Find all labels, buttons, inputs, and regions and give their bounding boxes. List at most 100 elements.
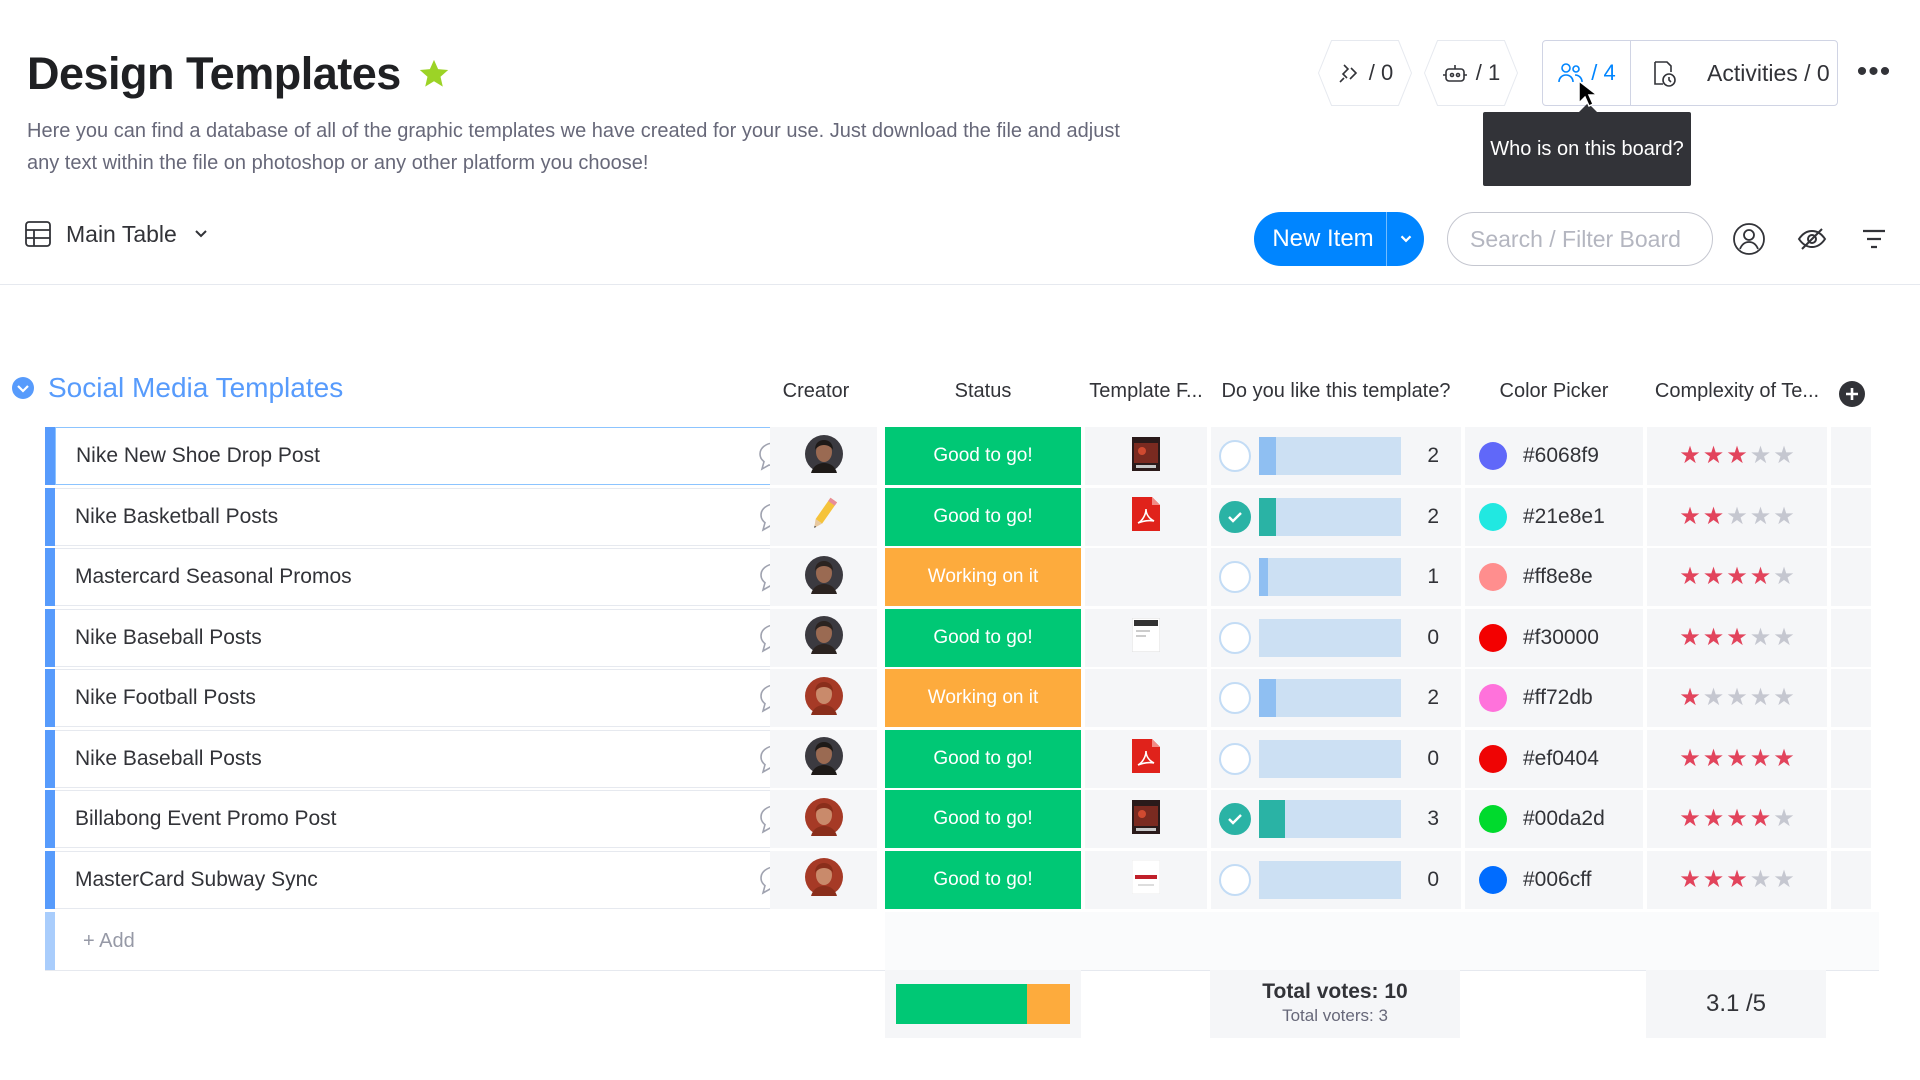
- favorite-star-icon[interactable]: [417, 57, 451, 91]
- pdf-icon[interactable]: [1132, 497, 1160, 536]
- group-collapse-icon[interactable]: [12, 377, 34, 399]
- add-item-label[interactable]: + Add: [83, 929, 135, 952]
- rating-star-icon[interactable]: ★: [1773, 684, 1795, 711]
- vote-cell[interactable]: 2: [1211, 487, 1461, 546]
- pdf-icon[interactable]: [1132, 739, 1160, 778]
- rating-star-icon[interactable]: ★: [1726, 623, 1748, 651]
- status-cell[interactable]: Good to go!: [885, 850, 1081, 909]
- rating-star-icon[interactable]: ★: [1726, 563, 1748, 590]
- vote-check-icon[interactable]: [1219, 440, 1251, 472]
- rating-cell[interactable]: ★ ★ ★ ★ ★: [1647, 487, 1827, 546]
- rating-star-icon[interactable]: ★: [1679, 502, 1701, 530]
- rating-cell[interactable]: ★ ★ ★ ★ ★: [1647, 729, 1827, 788]
- status-summary-working[interactable]: [1026, 984, 1070, 1024]
- rating-star-icon[interactable]: ★: [1702, 442, 1725, 469]
- item-name[interactable]: MasterCard Subway Sync: [75, 867, 318, 891]
- rating-star-icon[interactable]: ★: [1773, 442, 1795, 469]
- new-item-button[interactable]: New Item: [1254, 212, 1424, 266]
- rating-star-icon[interactable]: ★: [1749, 442, 1772, 469]
- item-name-cell[interactable]: Nike Football Posts: [55, 669, 812, 727]
- item-name[interactable]: Nike New Shoe Drop Post: [76, 444, 320, 467]
- vote-check-icon[interactable]: [1219, 561, 1251, 593]
- status-cell[interactable]: Working on it: [885, 669, 1081, 727]
- file-cell[interactable]: [1085, 608, 1207, 667]
- add-item-row[interactable]: + Add: [45, 912, 1879, 970]
- search-input[interactable]: [1447, 212, 1713, 266]
- rating-star-icon[interactable]: ★: [1702, 502, 1725, 530]
- item-name[interactable]: Nike Baseball Posts: [75, 746, 262, 770]
- more-options-icon[interactable]: •••: [1856, 55, 1892, 88]
- creator-cell[interactable]: [770, 850, 877, 909]
- hide-columns-icon[interactable]: [1793, 220, 1831, 258]
- vote-cell[interactable]: 0: [1211, 729, 1461, 788]
- rating-star-icon[interactable]: ★: [1749, 502, 1772, 530]
- status-cell[interactable]: Good to go!: [885, 790, 1081, 848]
- doc-red-thumb[interactable]: [1131, 859, 1161, 899]
- color-swatch[interactable]: [1479, 502, 1507, 531]
- item-name[interactable]: Billabong Event Promo Post: [75, 807, 337, 830]
- column-header-template-file[interactable]: Template F...: [1089, 380, 1203, 402]
- rating-star-icon[interactable]: ★: [1749, 805, 1772, 832]
- rating-star-icon[interactable]: ★: [1726, 865, 1748, 893]
- new-item-label[interactable]: New Item: [1272, 225, 1374, 252]
- chevron-down-icon[interactable]: [191, 224, 211, 244]
- rating-star-icon[interactable]: ★: [1702, 805, 1725, 832]
- color-swatch[interactable]: [1479, 684, 1507, 712]
- status-distribution-bar[interactable]: [896, 984, 1070, 1024]
- status-cell[interactable]: Good to go!: [885, 729, 1081, 788]
- table-row[interactable]: MasterCard Subway Sync Good to go! 0 #006cf…: [45, 850, 1879, 911]
- rating-star-icon[interactable]: ★: [1679, 442, 1701, 469]
- color-picker-cell[interactable]: #ff72db: [1465, 669, 1643, 727]
- item-name[interactable]: Nike Basketball Posts: [75, 504, 279, 528]
- status-cell[interactable]: Working on it: [885, 548, 1081, 606]
- rating-star-icon[interactable]: ★: [1749, 684, 1772, 711]
- board-title[interactable]: Design Templates: [27, 48, 401, 99]
- vote-check-icon[interactable]: [1219, 742, 1251, 775]
- board-description[interactable]: Here you can find a database of all of t…: [27, 120, 1120, 174]
- table-row[interactable]: Nike New Shoe Drop Post Good to go! 2 #6068…: [45, 427, 1879, 488]
- creator-cell[interactable]: [770, 487, 877, 546]
- rating-cell[interactable]: ★ ★ ★ ★ ★: [1647, 427, 1827, 485]
- file-cell[interactable]: [1085, 729, 1207, 788]
- file-cell[interactable]: [1085, 427, 1207, 485]
- color-swatch[interactable]: [1479, 805, 1507, 833]
- rating-star-icon[interactable]: ★: [1679, 865, 1701, 893]
- vote-cell[interactable]: 1: [1211, 548, 1461, 606]
- color-picker-cell[interactable]: #00da2d: [1465, 790, 1643, 848]
- rating-star-icon[interactable]: ★: [1726, 744, 1748, 772]
- vote-cell[interactable]: 3: [1211, 790, 1461, 848]
- color-swatch[interactable]: [1479, 623, 1507, 652]
- person-filter-icon[interactable]: [1730, 220, 1768, 258]
- column-header-vote[interactable]: Do you like this template?: [1221, 380, 1451, 402]
- column-header-creator[interactable]: Creator: [782, 380, 850, 402]
- color-swatch[interactable]: [1479, 442, 1507, 470]
- creator-cell[interactable]: [770, 729, 877, 788]
- rating-star-icon[interactable]: ★: [1773, 805, 1795, 832]
- item-name-cell[interactable]: Nike New Shoe Drop Post: [55, 427, 812, 485]
- rating-cell[interactable]: ★ ★ ★ ★ ★: [1647, 669, 1827, 727]
- file-cell[interactable]: [1085, 487, 1207, 546]
- rating-star-icon[interactable]: ★: [1749, 744, 1772, 772]
- column-header-color-picker[interactable]: Color Picker: [1499, 380, 1609, 402]
- column-header-complexity[interactable]: Complexity of Te...: [1654, 380, 1820, 402]
- vote-check-icon[interactable]: [1219, 500, 1251, 533]
- rating-star-icon[interactable]: ★: [1702, 744, 1725, 772]
- file-cell[interactable]: [1085, 669, 1207, 727]
- color-picker-cell[interactable]: #ff8e8e: [1465, 548, 1643, 606]
- color-picker-cell[interactable]: #6068f9: [1465, 427, 1643, 485]
- color-swatch[interactable]: [1479, 744, 1507, 773]
- creator-cell[interactable]: [770, 427, 877, 485]
- rating-star-icon[interactable]: ★: [1679, 684, 1701, 711]
- automations-button[interactable]: / 1: [1424, 40, 1518, 106]
- rating-star-icon[interactable]: ★: [1726, 684, 1748, 711]
- vote-cell[interactable]: 0: [1211, 608, 1461, 667]
- vote-cell[interactable]: 0: [1211, 850, 1461, 909]
- rating-star-icon[interactable]: ★: [1702, 865, 1725, 893]
- creator-cell[interactable]: [770, 608, 877, 667]
- rating-cell[interactable]: ★ ★ ★ ★ ★: [1647, 548, 1827, 606]
- rating-star-icon[interactable]: ★: [1749, 623, 1772, 651]
- rating-star-icon[interactable]: ★: [1773, 865, 1795, 893]
- rating-star-icon[interactable]: ★: [1679, 805, 1701, 832]
- filter-icon[interactable]: [1855, 220, 1893, 258]
- image-thumb[interactable]: [1132, 436, 1160, 476]
